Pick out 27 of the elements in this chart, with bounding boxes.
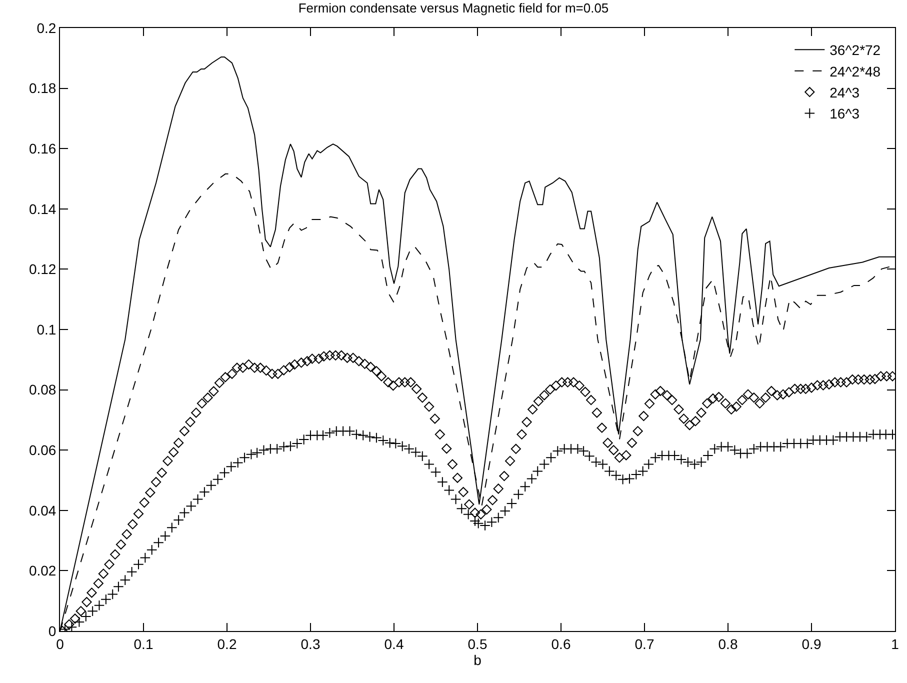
x-axis-title: b (474, 652, 482, 668)
y-tick-label: 0.04 (28, 502, 56, 518)
y-tick-label: 0.2 (36, 20, 56, 36)
legend-label: 16^3 (830, 106, 860, 122)
y-tick-label: 0.16 (28, 140, 56, 156)
y-tick-label: 0.12 (28, 261, 56, 278)
x-tick-label: 0.5 (468, 636, 488, 652)
y-tick-label: 0.1 (36, 321, 56, 338)
x-tick-label: 1 (891, 636, 900, 652)
y-tick-label: 0.18 (28, 80, 56, 96)
legend-label: 24^2*48 (830, 63, 881, 80)
x-tick-label: 0.7 (634, 636, 654, 652)
y-tick-label: 0.06 (28, 442, 56, 458)
chart-title: Fermion condensate versus Magnetic field for m=0.05 (298, 0, 609, 16)
x-tick-label: 0.4 (384, 636, 404, 652)
x-tick-label: 0.1 (134, 636, 154, 652)
x-tick-label: 0.2 (217, 636, 237, 652)
y-tick-label: 0.08 (28, 382, 56, 398)
y-tick-label: 0 (48, 622, 56, 639)
legend-label: 36^2*72 (830, 42, 881, 58)
x-tick-label: 0.8 (718, 636, 738, 652)
x-tick-label: 0.6 (551, 636, 571, 652)
x-tick-label: 0.9 (802, 636, 822, 652)
x-tick-label: 0.3 (300, 636, 320, 652)
legend-label: 24^3 (830, 84, 860, 100)
y-tick-label: 0.02 (28, 562, 56, 579)
y-tick-label: 0.14 (28, 200, 56, 217)
